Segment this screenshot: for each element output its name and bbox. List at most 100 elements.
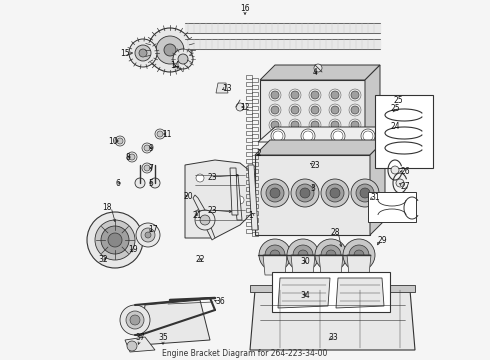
Polygon shape [140,300,210,345]
Circle shape [127,341,137,351]
Text: 7: 7 [148,163,153,172]
Circle shape [296,184,314,202]
Polygon shape [260,65,380,80]
Circle shape [156,36,184,64]
Circle shape [150,178,160,188]
Text: 16: 16 [240,4,250,13]
Bar [252,134,258,138]
Bar [252,169,258,173]
Text: 28: 28 [330,228,340,237]
Circle shape [361,129,375,143]
Circle shape [270,188,280,198]
Circle shape [311,121,319,129]
Bar [252,232,258,236]
Circle shape [311,91,319,99]
Text: 24: 24 [390,122,400,131]
Circle shape [354,250,364,260]
Circle shape [178,54,188,64]
Text: 14: 14 [170,60,180,69]
Bar [252,176,258,180]
Circle shape [331,121,339,129]
Polygon shape [263,255,287,275]
Circle shape [117,138,123,144]
Bar [252,127,258,131]
Circle shape [343,239,375,271]
Text: 27: 27 [400,181,410,190]
Text: 23: 23 [207,206,217,215]
Text: 30: 30 [300,257,310,266]
Circle shape [291,106,299,114]
Text: 32: 32 [98,256,108,265]
Circle shape [291,91,299,99]
Text: 8: 8 [125,153,130,162]
Circle shape [95,220,135,260]
Bar [246,187,252,191]
Bar [252,218,258,222]
Text: 13: 13 [222,84,232,93]
Circle shape [120,305,150,335]
Text: 23: 23 [207,172,217,181]
Bar [252,113,258,117]
Text: Engine Bracket Diagram for 264-223-34-00: Engine Bracket Diagram for 264-223-34-00 [162,349,328,358]
Text: 5: 5 [148,179,153,188]
Circle shape [135,45,151,61]
Polygon shape [233,175,242,220]
Bar [252,92,258,96]
Text: 18: 18 [102,202,112,212]
Bar [252,204,258,208]
Text: 23: 23 [310,161,319,170]
Circle shape [148,28,192,72]
Bar [252,162,258,166]
Text: 15: 15 [121,49,130,58]
Bar [246,82,252,86]
Circle shape [351,106,359,114]
Circle shape [136,223,160,247]
Text: 9: 9 [148,144,153,153]
Bar [246,145,252,149]
Circle shape [196,209,204,217]
Polygon shape [258,127,385,142]
Bar [246,117,252,121]
Bar [246,96,252,100]
Text: 3: 3 [310,184,315,193]
Circle shape [271,91,279,99]
Polygon shape [336,278,384,308]
Text: 26: 26 [400,166,410,176]
Circle shape [265,245,285,265]
Polygon shape [216,83,228,93]
Circle shape [360,188,370,198]
Text: 31: 31 [370,193,380,202]
Circle shape [326,184,344,202]
Circle shape [108,233,122,247]
Circle shape [130,315,140,325]
Bar [252,183,258,187]
Bar [246,110,252,114]
Circle shape [141,228,155,242]
Circle shape [321,179,349,207]
Text: 2: 2 [256,149,261,158]
Bar [375,95,433,168]
Circle shape [144,145,150,151]
Circle shape [315,239,347,271]
Circle shape [331,91,339,99]
Polygon shape [255,155,370,235]
Circle shape [311,106,319,114]
Bar [252,148,258,152]
Text: 12: 12 [240,103,249,112]
Circle shape [293,245,313,265]
Bar [246,124,252,128]
Circle shape [300,188,310,198]
Circle shape [135,178,145,188]
Bar [246,194,252,198]
Polygon shape [278,278,330,308]
Circle shape [196,174,204,182]
Circle shape [164,44,176,56]
Circle shape [129,154,135,160]
Circle shape [391,166,399,174]
Circle shape [142,143,152,153]
Bar [246,159,252,163]
Bar [246,229,252,233]
Circle shape [200,215,210,225]
Circle shape [298,250,308,260]
Polygon shape [365,65,380,140]
